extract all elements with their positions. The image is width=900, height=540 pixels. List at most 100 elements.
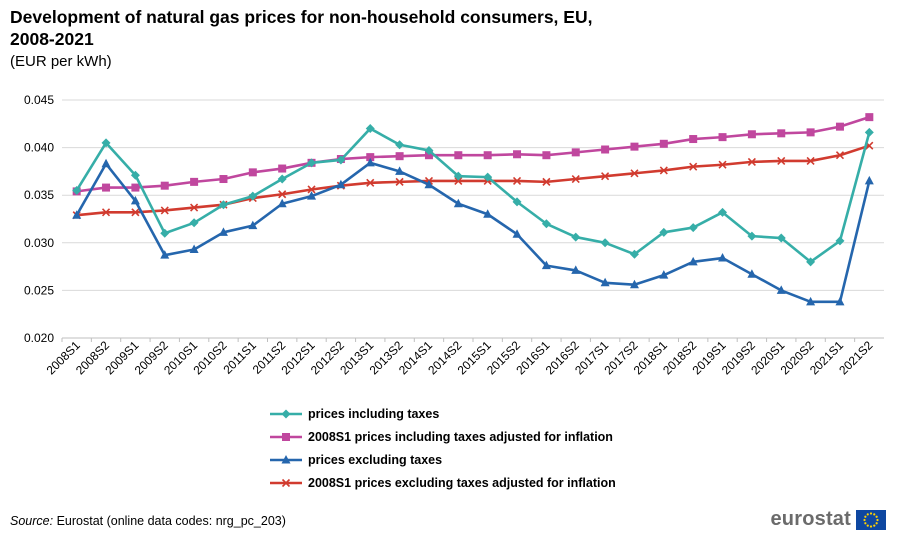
- data-point: [512, 229, 522, 238]
- data-point: [131, 183, 140, 192]
- data-point: [776, 233, 786, 243]
- line-chart: 0.020 0.025 0.030 0.035 0.040 0.045 2008S1200…: [24, 93, 884, 377]
- data-point: [307, 158, 317, 168]
- chart-legend: prices including taxes 2008S1 prices incl…: [268, 402, 688, 494]
- data-point: [601, 145, 610, 154]
- data-point: [541, 219, 551, 229]
- data-point: [160, 206, 169, 215]
- data-point: [747, 130, 756, 139]
- data-point: [835, 296, 845, 306]
- series-line: [75, 127, 871, 264]
- data-point: [718, 207, 728, 217]
- data-point: [219, 175, 228, 184]
- legend-marker: [281, 478, 291, 487]
- source-label: Source:: [10, 514, 54, 528]
- data-point: [777, 156, 786, 165]
- data-point: [864, 175, 874, 185]
- legend-swatch: [270, 432, 302, 441]
- data-point: [718, 160, 727, 169]
- data-point: [454, 151, 463, 160]
- y-tick-label: 0.035: [24, 188, 54, 202]
- chart-unit: (EUR per kWh): [10, 53, 112, 70]
- y-tick-label: 0.045: [24, 93, 54, 107]
- legend-swatch: [270, 409, 302, 418]
- logo-text: eurostat: [770, 508, 851, 530]
- data-point: [395, 140, 405, 150]
- data-point: [424, 151, 433, 160]
- series-layer: [72, 113, 874, 306]
- data-point: [72, 210, 82, 219]
- data-point: [278, 190, 287, 199]
- y-tick-label: 0.020: [24, 331, 54, 345]
- data-point: [542, 151, 551, 160]
- data-point: [747, 157, 756, 166]
- data-point: [718, 133, 727, 142]
- data-point: [630, 142, 639, 151]
- data-point: [776, 285, 786, 294]
- y-tick-label: 0.040: [24, 141, 54, 155]
- series-line: [76, 144, 870, 217]
- data-point: [424, 145, 434, 155]
- data-point: [630, 169, 639, 178]
- data-point: [248, 191, 258, 201]
- data-point: [629, 249, 639, 259]
- data-point: [541, 260, 551, 270]
- legend-item: prices excluding taxes: [268, 448, 688, 471]
- chart-title: Development of natural gas prices for no…: [10, 6, 770, 50]
- data-point: [600, 238, 610, 248]
- data-point: [806, 257, 816, 267]
- data-point: [101, 158, 111, 168]
- chart-title-line-1: Development of natural gas prices for no…: [10, 7, 593, 27]
- data-point: [130, 170, 140, 180]
- data-point: [571, 265, 581, 274]
- data-point: [659, 139, 668, 148]
- legend-marker: [281, 409, 291, 418]
- data-point: [659, 270, 669, 279]
- data-point: [512, 176, 522, 185]
- data-point: [689, 135, 698, 144]
- data-point: [600, 277, 610, 287]
- data-point: [601, 172, 610, 181]
- data-point: [72, 185, 82, 195]
- data-point: [659, 227, 669, 237]
- data-point: [160, 250, 170, 259]
- data-point: [747, 231, 757, 241]
- data-point: [131, 208, 140, 217]
- data-point: [542, 177, 551, 186]
- data-point: [277, 174, 287, 184]
- data-point: [395, 177, 404, 186]
- data-point: [366, 178, 375, 187]
- y-axis: 0.020 0.025 0.030 0.035 0.040 0.045: [24, 93, 54, 345]
- eurostat-logo: eurostat: [770, 508, 886, 531]
- data-point: [629, 279, 639, 289]
- x-tick-label: 2021S2: [836, 338, 875, 377]
- data-point: [835, 122, 844, 131]
- data-point: [424, 179, 434, 189]
- data-point: [453, 171, 463, 181]
- data-point: [571, 232, 581, 242]
- data-point: [189, 244, 199, 253]
- legend-item: 2008S1 prices including taxes adjusted f…: [268, 425, 688, 448]
- data-point: [130, 195, 140, 205]
- data-point: [395, 152, 404, 161]
- data-point: [718, 253, 728, 262]
- data-point: [278, 164, 287, 173]
- data-point: [806, 128, 815, 137]
- data-point: [777, 129, 786, 138]
- data-point: [101, 208, 111, 217]
- legend-item: prices including taxes: [268, 402, 688, 425]
- legend-label: prices including taxes: [308, 406, 440, 421]
- gridlines: [62, 99, 884, 339]
- data-point: [190, 177, 199, 186]
- x-axis: 2008S12008S22009S12009S22010S12010S22011…: [44, 337, 884, 377]
- data-point: [395, 166, 405, 175]
- data-point: [512, 197, 522, 207]
- legend-label: prices excluding taxes: [308, 452, 443, 467]
- series-0: [72, 124, 874, 267]
- data-point: [307, 191, 317, 200]
- data-point: [835, 236, 845, 246]
- data-point: [365, 157, 375, 167]
- data-point: [483, 209, 493, 218]
- eu-flag-icon: [856, 509, 886, 530]
- data-point: [483, 151, 492, 160]
